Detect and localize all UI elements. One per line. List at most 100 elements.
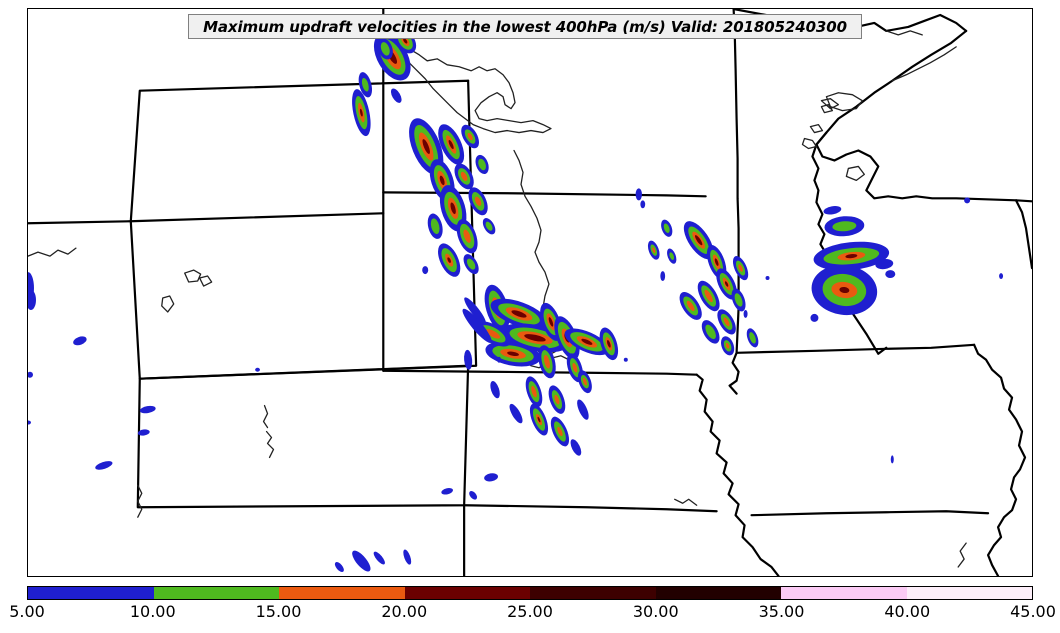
storm-cell xyxy=(823,206,842,215)
updraft-contour-field xyxy=(28,28,1004,572)
storm-cell xyxy=(623,357,628,362)
storm-cell xyxy=(441,488,454,495)
colorbar-tick-40.00: 40.00 xyxy=(884,602,931,621)
storm-cell xyxy=(358,72,373,98)
storm-cell xyxy=(377,38,393,60)
colorbar-tick-25.00: 25.00 xyxy=(507,602,553,621)
storm-cell xyxy=(811,264,878,316)
storm-cell xyxy=(484,473,498,482)
storm-cell xyxy=(255,367,260,372)
page-title: Maximum updraft velocities in the lowest… xyxy=(203,17,847,36)
colorbar-tick-5.00: 5.00 xyxy=(9,602,45,621)
storm-cell xyxy=(73,336,87,346)
storm-cell xyxy=(683,221,714,260)
storm-cell xyxy=(538,345,556,379)
colorbar-segment-5-10 xyxy=(28,587,154,599)
storm-cell xyxy=(746,328,759,348)
storm-cell xyxy=(438,243,461,277)
storm-cell xyxy=(139,405,156,414)
storm-cell xyxy=(885,270,896,279)
storm-cell xyxy=(661,219,673,237)
storm-cell xyxy=(964,197,971,204)
colorbar-segment-35-40 xyxy=(781,587,907,599)
storm-cell xyxy=(454,163,474,190)
storm-cell xyxy=(461,124,479,149)
storm-cell xyxy=(731,288,746,312)
storm-cell xyxy=(701,320,720,344)
storm-cell xyxy=(95,461,113,470)
storm-cell xyxy=(529,403,549,436)
state-borders xyxy=(28,9,1032,576)
storm-cell xyxy=(667,248,677,264)
map-svg xyxy=(28,9,1032,576)
colorbar-gradient xyxy=(27,586,1033,600)
colorbar-segment-10-15 xyxy=(153,587,279,599)
rivers-and-lakes xyxy=(28,30,967,568)
storm-cell xyxy=(875,259,894,270)
colorbar-tick-30.00: 30.00 xyxy=(632,602,679,621)
storm-cell xyxy=(697,280,720,312)
storm-cell xyxy=(352,550,371,572)
storm-cell xyxy=(352,89,371,137)
storm-cell xyxy=(464,349,473,370)
storm-cell xyxy=(334,562,344,572)
storm-cell xyxy=(890,455,894,464)
storm-cell xyxy=(660,271,666,282)
storm-cell xyxy=(509,403,523,424)
storm-cell xyxy=(28,371,33,378)
storm-cell xyxy=(137,429,150,436)
colorbar-segment-20-25 xyxy=(404,587,530,599)
storm-cell xyxy=(468,187,488,216)
storm-cell xyxy=(999,273,1004,280)
storm-cell xyxy=(732,256,749,281)
colorbar xyxy=(27,586,1033,600)
storm-cell xyxy=(814,254,823,263)
storm-cell xyxy=(482,218,496,235)
storm-cell xyxy=(525,376,543,407)
storm-cell xyxy=(464,297,487,325)
storm-cell xyxy=(469,491,478,500)
storm-cell xyxy=(550,416,570,447)
storm-cell xyxy=(28,420,31,425)
storm-cell xyxy=(463,254,479,275)
storm-cell xyxy=(577,370,592,394)
storm-cell xyxy=(490,381,500,399)
storm-cell xyxy=(490,298,548,330)
colorbar-tick-15.00: 15.00 xyxy=(255,602,302,621)
colorbar-segment-25-30 xyxy=(530,587,656,599)
storm-cell xyxy=(390,88,402,103)
storm-cell xyxy=(438,124,465,165)
colorbar-tick-labels: 5.00 10.00 15.00 20.00 25.00 30.00 35.00 40.00 4… xyxy=(0,600,1060,630)
storm-cell xyxy=(462,308,492,343)
storm-cell xyxy=(497,356,502,363)
colorbar-tick-45.00: 45.00 xyxy=(1010,602,1056,621)
storm-cell xyxy=(570,439,582,456)
storm-cell xyxy=(475,154,489,175)
map-panel xyxy=(27,8,1033,577)
storm-cell xyxy=(564,328,610,356)
storm-cell xyxy=(824,216,865,237)
storm-cell xyxy=(456,219,478,254)
storm-cell xyxy=(721,336,735,356)
storm-cell xyxy=(422,266,429,275)
storm-cell xyxy=(635,188,642,201)
storm-cell xyxy=(373,551,385,565)
colorbar-tick-10.00: 10.00 xyxy=(129,602,176,621)
storm-cell xyxy=(647,240,660,260)
colorbar-tick-20.00: 20.00 xyxy=(381,602,428,621)
storm-cell xyxy=(427,213,443,239)
storm-cell xyxy=(548,385,566,414)
storm-cell xyxy=(810,313,819,322)
storm-cell xyxy=(599,327,619,361)
colorbar-segment-30-35 xyxy=(655,587,781,599)
storm-cell xyxy=(640,200,646,209)
storm-cell xyxy=(716,268,737,300)
storm-cell xyxy=(765,276,770,281)
storm-cell xyxy=(439,185,467,232)
storm-cell xyxy=(743,309,748,318)
chart-title-box: Maximum updraft velocities in the lowest… xyxy=(188,14,862,39)
storm-cell xyxy=(679,292,702,320)
colorbar-segment-15-20 xyxy=(279,587,405,599)
storm-cell xyxy=(813,241,890,271)
